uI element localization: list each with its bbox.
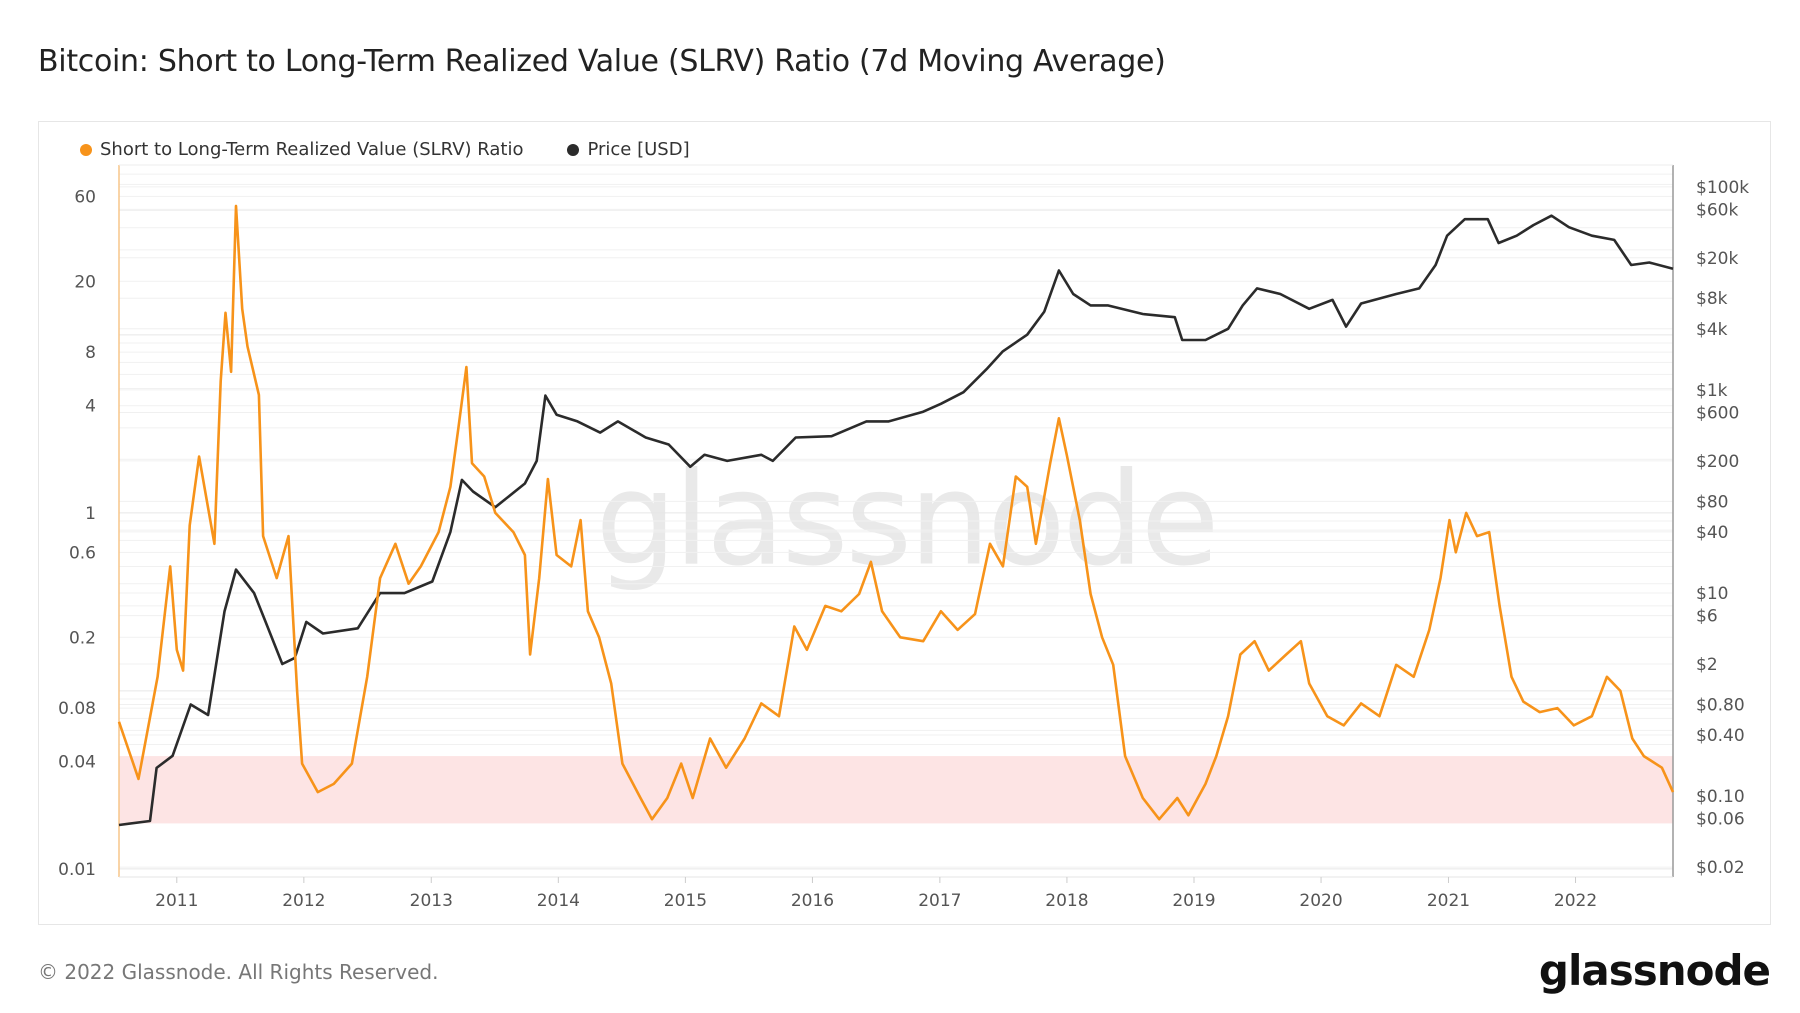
threshold-band bbox=[119, 756, 1673, 824]
y-left-tick-label: 60 bbox=[74, 187, 96, 207]
y-right-tick-label: $80 bbox=[1696, 492, 1728, 512]
y-right-tick-label: $8k bbox=[1696, 289, 1728, 309]
y-right-tick-label: $0.02 bbox=[1696, 858, 1745, 878]
y-right-tick-label: $0.40 bbox=[1696, 726, 1745, 746]
chart-panel bbox=[38, 121, 1771, 925]
x-tick-label: 2017 bbox=[918, 891, 961, 911]
x-tick-label: 2018 bbox=[1045, 891, 1088, 911]
y-right-tick-label: $0.80 bbox=[1696, 695, 1745, 715]
x-tick-label: 2012 bbox=[282, 891, 325, 911]
y-right-tick-label: $4k bbox=[1696, 320, 1728, 340]
legend-item-slrv[interactable]: Short to Long-Term Realized Value (SLRV)… bbox=[80, 139, 523, 160]
y-right-tick-label: $10 bbox=[1696, 584, 1728, 604]
legend-label: Price [USD] bbox=[587, 139, 690, 160]
x-tick-label: 2020 bbox=[1299, 891, 1342, 911]
page-title: Bitcoin: Short to Long-Term Realized Val… bbox=[38, 44, 1166, 79]
y-left-tick-label: 0.01 bbox=[58, 860, 96, 880]
y-right-tick-label: $20k bbox=[1696, 249, 1738, 269]
legend-dot-icon bbox=[80, 143, 92, 156]
y-left-tick-label: 20 bbox=[74, 272, 96, 292]
y-right-tick-label: $2 bbox=[1696, 655, 1718, 675]
legend: Short to Long-Term Realized Value (SLRV)… bbox=[80, 139, 690, 160]
y-right-tick-label: $1k bbox=[1696, 381, 1728, 401]
y-left-tick-label: 0.04 bbox=[58, 753, 96, 773]
x-tick-label: 2011 bbox=[155, 891, 198, 911]
y-right-tick-label: $200 bbox=[1696, 452, 1739, 472]
y-right-tick-label: $100k bbox=[1696, 178, 1749, 198]
x-tick-label: 2014 bbox=[537, 891, 580, 911]
price-line bbox=[118, 214, 1674, 827]
y-right-tick-label: $60k bbox=[1696, 200, 1738, 220]
x-tick-label: 2022 bbox=[1554, 891, 1597, 911]
glassnode-logo: glassnode bbox=[1538, 946, 1771, 995]
legend-item-price[interactable]: Price [USD] bbox=[567, 139, 690, 160]
y-left-tick-label: 8 bbox=[85, 343, 96, 363]
y-left-tick-label: 4 bbox=[85, 397, 96, 417]
y-right-tick-label: $0.06 bbox=[1696, 810, 1745, 830]
x-tick-label: 2021 bbox=[1427, 891, 1470, 911]
legend-label: Short to Long-Term Realized Value (SLRV)… bbox=[100, 139, 524, 160]
x-tick-label: 2013 bbox=[410, 891, 453, 911]
y-left-tick-label: 1 bbox=[85, 504, 96, 524]
y-right-tick-label: $600 bbox=[1696, 403, 1739, 423]
y-left-tick-label: 0.08 bbox=[58, 699, 96, 719]
y-right-tick-label: $6 bbox=[1696, 607, 1718, 627]
y-right-tick-label: $40 bbox=[1696, 523, 1728, 543]
slrv-ratio-line bbox=[117, 204, 1675, 821]
x-tick-label: 2019 bbox=[1172, 891, 1215, 911]
copyright: © 2022 Glassnode. All Rights Reserved. bbox=[38, 960, 439, 984]
legend-dot-icon bbox=[567, 143, 580, 156]
y-left-tick-label: 0.2 bbox=[69, 628, 96, 648]
x-tick-label: 2016 bbox=[791, 891, 834, 911]
y-left-tick-label: 0.6 bbox=[69, 543, 96, 563]
x-tick-label: 2015 bbox=[664, 891, 707, 911]
y-right-tick-label: $0.10 bbox=[1696, 787, 1745, 807]
